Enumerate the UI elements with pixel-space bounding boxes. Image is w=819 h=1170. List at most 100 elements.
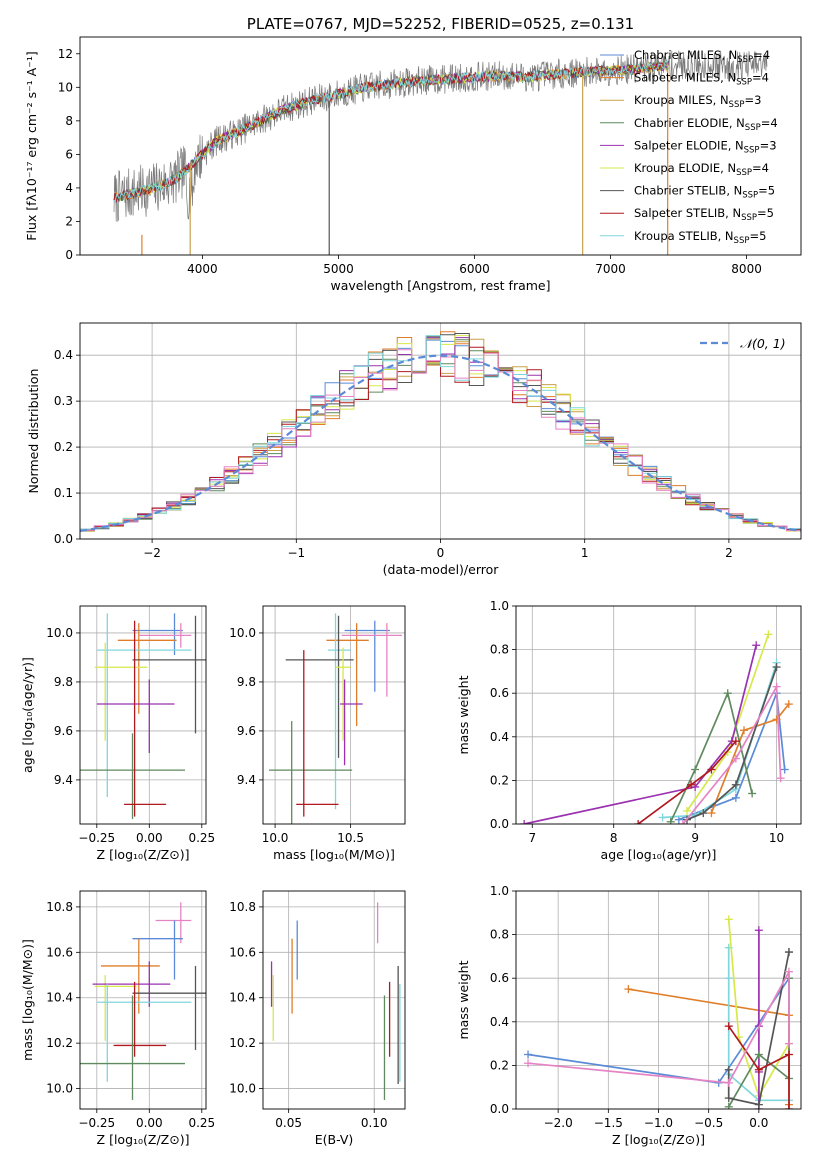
y-tick-label: 0.6 (490, 971, 509, 985)
x-tick-label: 7 (528, 831, 536, 845)
axes-age-vs-Z: −0.25 0.00 0.25 9.4 9.6 9.8 10.0 Z [log₁₀(Z/Z⊙)… (20, 606, 215, 862)
x-tick-label: 8 (610, 831, 618, 845)
axes-residuals: −2 −1 0 1 2 0.0 0.1 0.2 0.3 0.4 (data-model)/error… (26, 323, 801, 577)
errorbar-point (96, 984, 192, 1082)
x-tick-label: 10.5 (337, 831, 364, 845)
weight-marker (784, 700, 793, 709)
axes-age-vs-mass: 10.0 10.5 9.4 9.6 9.8 10.0 mass [log₁₀(M/M⊙)] (229, 606, 405, 862)
x-axis-label: E(B-V) (315, 1132, 354, 1147)
spectrum-legend: Chabrier MILES, NSSP=4 Salpeter MILES, NS… (600, 48, 778, 246)
errorbar-point (341, 623, 402, 697)
weight-marker (724, 1102, 733, 1109)
axes-frame (262, 890, 406, 1110)
weight-marker (723, 689, 732, 698)
errorbar-point (327, 613, 351, 810)
errorbar-point (132, 965, 206, 1050)
x-tick-label: −2 (143, 546, 161, 560)
errorbar-point (285, 615, 354, 758)
axes-mass-vs-Z: −0.25 0.00 0.25 10.0 10.2 10.4 10.6 10.8 Z [log₁… (20, 891, 215, 1147)
y-tick-label: 10.0 (46, 1082, 73, 1096)
y-tick-label: 0.4 (54, 348, 73, 362)
weight-marker (724, 1022, 733, 1031)
weight-series-1 (710, 703, 790, 814)
weight-marker (752, 641, 761, 650)
weight-series-4 (523, 644, 758, 824)
weight-marker (764, 630, 773, 639)
weight-marker (699, 809, 708, 818)
y-tick-label: 10.6 (46, 945, 73, 959)
y-tick-label: 9.8 (54, 675, 73, 689)
y-tick-label: 4 (65, 181, 73, 195)
weight-marker (687, 780, 696, 789)
legend-label: Chabrier MILES, NSSP=4 (634, 48, 770, 65)
errorbar-plot-area (80, 902, 206, 1100)
y-tick-label: 0.8 (490, 928, 509, 942)
y-tick-label: 10.4 (46, 991, 73, 1005)
weight-series-7 (728, 1025, 790, 1109)
y-tick-label: 0 (65, 248, 73, 262)
axes-frame (515, 605, 802, 825)
weight-marker (724, 974, 733, 983)
x-tick-label: −1.5 (594, 1116, 623, 1130)
axes-frame (262, 605, 406, 825)
y-tick-label: 9.4 (54, 773, 73, 787)
weight-plot-area (524, 915, 793, 1109)
histogram-plot-area (80, 331, 801, 534)
axes-weight-vs-age: 7 8 9 10 0.0 0.2 0.4 0.6 0.8 1.0 age [log₁₀(age/yr… (456, 599, 801, 862)
weight-marker (666, 817, 675, 824)
weight-plot-area (520, 630, 793, 824)
y-tick-label: 0.8 (490, 643, 509, 657)
x-tick-label: 0 (437, 546, 445, 560)
y-tick-label: 0.6 (490, 686, 509, 700)
weight-marker (731, 754, 740, 763)
y-tick-label: 0.0 (490, 1102, 509, 1116)
errorbar-point (94, 975, 137, 1041)
y-tick-label: 10.0 (229, 1082, 256, 1096)
weight-series-8 (682, 683, 782, 824)
x-tick-label: 0.25 (188, 1116, 215, 1130)
x-tick-label: −0.25 (78, 831, 115, 845)
weight-marker (658, 813, 667, 822)
histogram-8 (80, 335, 801, 534)
y-tick-label: 9.8 (237, 675, 256, 689)
y-tick-label: 10 (58, 80, 73, 94)
weight-marker (731, 793, 740, 802)
x-tick-label: −0.25 (78, 1116, 115, 1130)
legend-label: 𝒩(0, 1) (740, 336, 786, 351)
normal-reference-curve (80, 354, 801, 532)
axes-frame (79, 36, 802, 256)
x-tick-label: 8000 (731, 262, 762, 276)
x-tick-label: 2 (725, 546, 733, 560)
weight-marker (691, 765, 700, 774)
x-tick-label: −1 (287, 546, 305, 560)
errorbar-point (94, 642, 148, 741)
weight-marker (678, 820, 687, 824)
weight-marker (772, 715, 781, 724)
axes-weight-vs-Z: −2.0 −1.5 −1.0 −0.5 0.0 0.0 0.2 0.4 0.6 0.8 1.0 Z [… (456, 884, 801, 1147)
legend-label: Kroupa STELIB, NSSP=5 (634, 229, 766, 246)
x-tick-label: −1.0 (644, 1116, 673, 1130)
model-spectrum-8 (113, 59, 670, 204)
errorbar-point (92, 961, 171, 1007)
axes-mass-vs-EBV: 0.05 0.10 10.0 10.2 10.4 10.6 10.8 E(B-V) (229, 891, 405, 1147)
y-tick-label: 10.6 (229, 945, 256, 959)
weight-marker (724, 1065, 733, 1074)
legend-label: Salpeter ELODIE, NSSP=3 (634, 138, 777, 155)
x-tick-label: 10 (769, 831, 784, 845)
x-tick-label: 5000 (323, 262, 354, 276)
y-tick-label: 9.6 (54, 724, 73, 738)
weight-marker (731, 780, 740, 789)
y-tick-label: 0.3 (54, 394, 73, 408)
x-tick-label: 0.00 (136, 1116, 163, 1130)
y-axis-label: mass weight (456, 675, 471, 754)
y-axis-label: age [log₁₀(age/yr)] (20, 657, 35, 773)
x-tick-label: 9 (691, 831, 699, 845)
axes-frame (79, 322, 802, 540)
weight-marker (634, 820, 643, 824)
x-axis-label: wavelength [Angstrom, rest frame] (330, 278, 550, 293)
x-axis-label: Z [log₁₀(Z/Z⊙)] (612, 1132, 705, 1147)
y-tick-label: 0.0 (54, 532, 73, 546)
x-tick-label: 0.0 (749, 1116, 768, 1130)
y-tick-label: 1.0 (490, 884, 509, 898)
